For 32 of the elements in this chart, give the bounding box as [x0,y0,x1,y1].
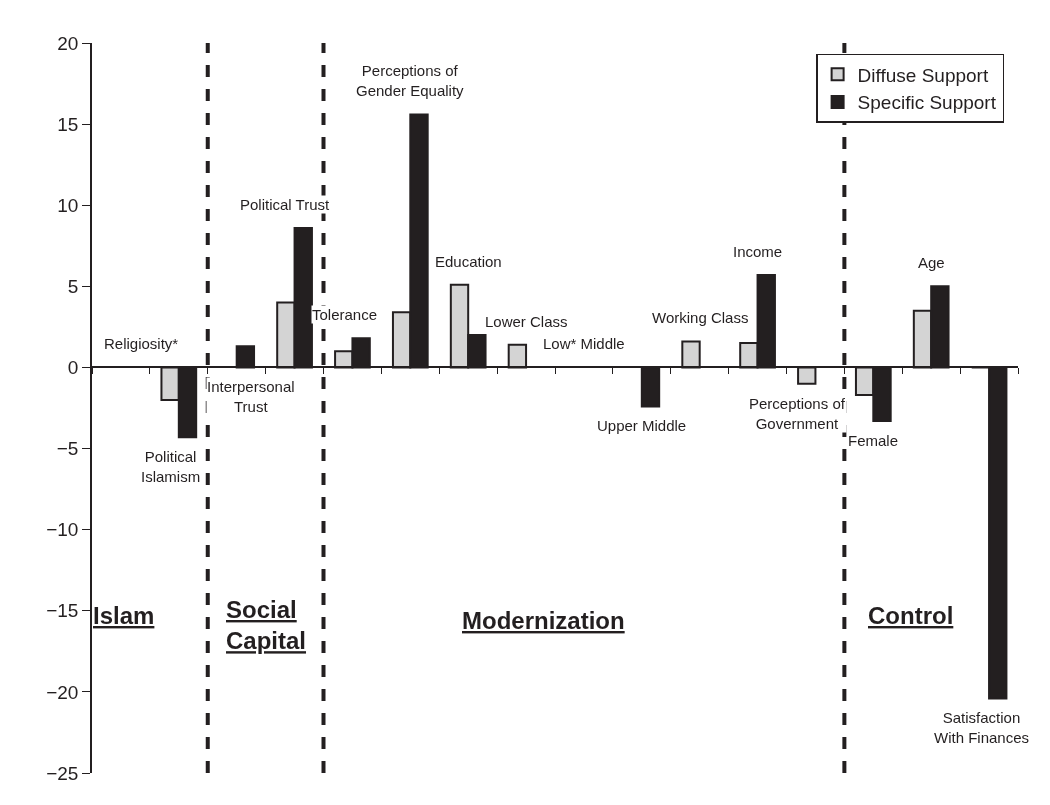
x-tick-label: Lower Class [485,313,568,330]
x-tick-label: Religiosity* [104,335,179,352]
y-tick-label: 10 [57,194,79,216]
x-tick-label: Female [848,432,899,449]
y-tick-label: 5 [67,275,79,297]
x-tick-label: Political Trust [240,196,331,213]
x-tick-label: Low* Middle [543,335,625,352]
x-tick-label: Working Class [652,309,749,326]
x-tick-label: Tolerance [312,306,378,323]
y-tick-label: −20 [46,681,79,703]
legend-label: Specific Support [857,92,997,114]
x-tick-label: Upper Middle [597,417,687,434]
x-tick-label: Education [435,253,502,270]
y-tick-label: −15 [46,600,79,622]
y-tick-label: −10 [46,519,79,541]
x-tick-label: Satisfaction With Finances [934,709,1030,746]
y-tick-label: 15 [57,113,79,135]
annotation: Social Capital [226,596,307,655]
x-tick-label: Interpersonal Trust [207,378,295,415]
legend-label: Diffuse Support [857,64,989,86]
x-tick-label: Perceptions of Government [749,395,846,432]
x-tick-label: Income [733,243,783,260]
y-tick-label: 20 [57,32,79,54]
annotation: Modernization [462,607,625,634]
annotation: Control [868,602,954,629]
x-tick-label: Perceptions of Gender Equality [356,62,465,99]
x-tick-label: Political Islamism [141,448,201,485]
annotation: Islam [93,602,155,629]
y-tick-label: −25 [46,762,79,784]
y-tick-label: 0 [67,357,79,379]
y-tick-label: −5 [56,438,79,460]
x-tick-label: Age [918,254,945,271]
